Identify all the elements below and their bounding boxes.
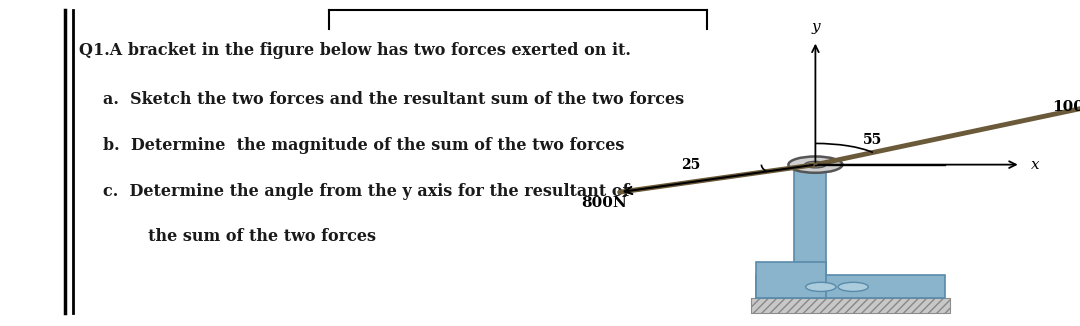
- Polygon shape: [751, 298, 950, 313]
- Text: y: y: [811, 20, 820, 34]
- Text: a.  Sketch the two forces and the resultant sum of the two forces: a. Sketch the two forces and the resulta…: [103, 91, 684, 108]
- Text: x: x: [1031, 158, 1040, 171]
- Text: the sum of the two forces: the sum of the two forces: [120, 228, 376, 245]
- Circle shape: [806, 282, 836, 291]
- Text: 25: 25: [681, 158, 700, 172]
- Circle shape: [788, 156, 842, 173]
- Text: c.  Determine the angle from the y axis for the resultant of: c. Determine the angle from the y axis f…: [103, 183, 629, 200]
- Circle shape: [805, 161, 826, 168]
- Text: 55: 55: [863, 133, 882, 147]
- Text: 1000N: 1000N: [1053, 100, 1080, 114]
- Text: 800N: 800N: [581, 196, 627, 210]
- Circle shape: [838, 282, 868, 291]
- Text: Q1.A bracket in the figure below has two forces exerted on it.: Q1.A bracket in the figure below has two…: [79, 42, 631, 59]
- Polygon shape: [794, 165, 826, 275]
- Polygon shape: [756, 262, 826, 298]
- Text: b.  Determine  the magnitude of the sum of the two forces: b. Determine the magnitude of the sum of…: [103, 137, 624, 154]
- Polygon shape: [756, 275, 945, 298]
